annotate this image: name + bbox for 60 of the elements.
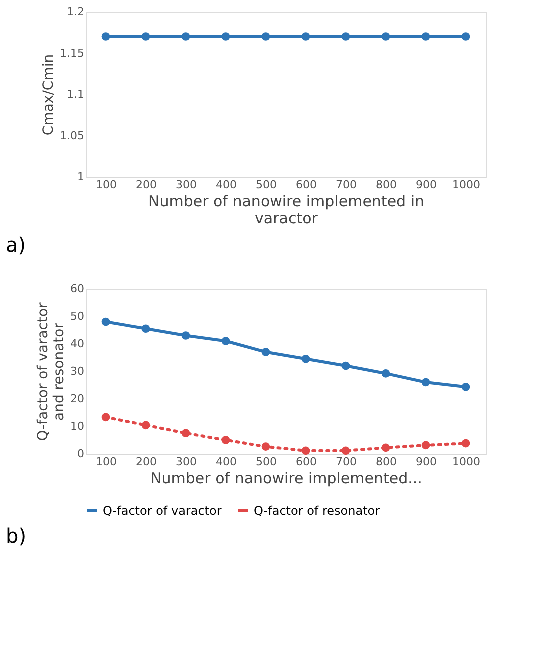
x-tick-label: 1000 xyxy=(452,178,480,192)
point xyxy=(462,439,470,448)
y-axis-title: Q-factor of varactor and resonator xyxy=(36,302,68,442)
point xyxy=(222,337,230,346)
y-tick-label: 1.1 xyxy=(67,88,84,101)
point xyxy=(422,441,430,450)
y-tick-label: 0 xyxy=(78,448,84,460)
point xyxy=(262,442,270,452)
y-tick-label: 1 xyxy=(78,170,84,184)
y-tick-label: 10 xyxy=(70,420,84,433)
x-axis-title: Number of nanowire implemented... xyxy=(150,470,422,488)
point xyxy=(382,370,390,378)
x-tick-label: 300 xyxy=(176,178,197,192)
point xyxy=(102,413,110,422)
x-tick-label: 800 xyxy=(376,456,397,468)
point xyxy=(422,378,430,387)
y-tick-label: 1.05 xyxy=(60,129,84,142)
point xyxy=(462,383,470,392)
y-tick-label: 50 xyxy=(70,310,84,323)
point xyxy=(262,348,270,356)
x-tick-label: 200 xyxy=(136,456,157,468)
x-tick-label: 500 xyxy=(256,178,277,192)
y-tick-label: 1.2 xyxy=(67,6,84,18)
legend-label: Q-factor of varactor xyxy=(103,504,222,518)
x-tick-label: 600 xyxy=(296,178,317,192)
y-axis-title: Cmax/Cmin xyxy=(41,54,58,136)
x-tick-label: 200 xyxy=(136,178,157,192)
x-tick-label: 500 xyxy=(256,456,277,468)
x-tick-label: 700 xyxy=(336,456,357,468)
x-tick-label: 100 xyxy=(96,178,117,192)
x-tick-label: 100 xyxy=(96,456,117,468)
y-tick-label: 40 xyxy=(70,338,84,350)
x-axis-title: Number of nanowire implemented in varactor xyxy=(148,192,425,228)
y-tick-label: 60 xyxy=(70,282,84,296)
point xyxy=(342,362,350,370)
point xyxy=(102,318,110,326)
y-tick-label: 1.15 xyxy=(60,46,84,60)
x-tick-label: 600 xyxy=(296,456,317,468)
point xyxy=(382,444,390,452)
x-tick-label: 400 xyxy=(216,456,237,468)
point xyxy=(342,446,350,456)
point xyxy=(222,436,230,444)
x-tick-label: 800 xyxy=(376,178,397,192)
x-tick-label: 900 xyxy=(416,456,437,468)
point xyxy=(182,332,190,340)
point xyxy=(142,421,150,430)
y-tick-label: 20 xyxy=(70,392,84,406)
x-tick-label: 700 xyxy=(336,178,357,192)
point xyxy=(302,446,310,456)
x-tick-label: 1000 xyxy=(452,456,480,468)
text: a) xyxy=(6,233,26,257)
point xyxy=(142,324,150,334)
x-tick-label: 900 xyxy=(416,178,437,192)
y-tick-label: 30 xyxy=(70,365,84,378)
legend-label: Q-factor of resonator xyxy=(254,504,380,518)
x-tick-label: 400 xyxy=(216,178,237,192)
point xyxy=(302,354,310,364)
text: b) xyxy=(6,524,26,548)
x-tick-label: 300 xyxy=(176,456,197,468)
point xyxy=(182,429,190,438)
